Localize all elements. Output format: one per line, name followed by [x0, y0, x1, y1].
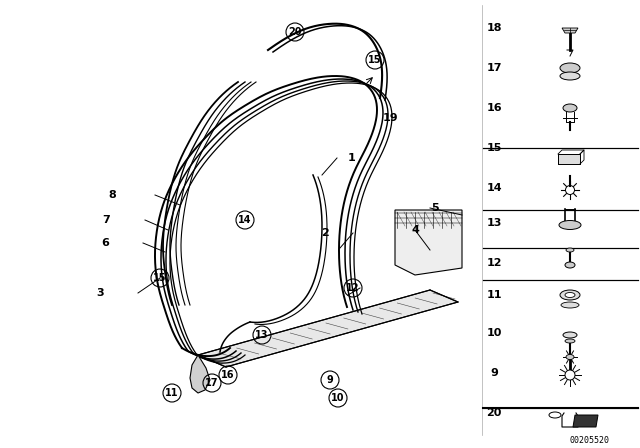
Polygon shape	[395, 210, 462, 275]
Ellipse shape	[561, 302, 579, 308]
Text: 9: 9	[326, 375, 333, 385]
Text: 12: 12	[346, 283, 360, 293]
Text: 16: 16	[486, 103, 502, 113]
Text: 16: 16	[221, 370, 235, 380]
Text: 20: 20	[486, 408, 502, 418]
Text: 3: 3	[96, 288, 104, 298]
Ellipse shape	[565, 262, 575, 268]
Ellipse shape	[565, 293, 575, 297]
Polygon shape	[190, 355, 210, 393]
Polygon shape	[198, 290, 458, 367]
Ellipse shape	[560, 63, 580, 73]
Ellipse shape	[563, 332, 577, 338]
Ellipse shape	[559, 220, 581, 229]
Ellipse shape	[560, 72, 580, 80]
Text: 15: 15	[368, 55, 381, 65]
Text: 13: 13	[486, 218, 502, 228]
Ellipse shape	[560, 290, 580, 300]
Text: 7: 7	[102, 215, 110, 225]
Text: 17: 17	[205, 378, 219, 388]
Ellipse shape	[566, 354, 574, 359]
Text: 17: 17	[486, 63, 502, 73]
Polygon shape	[573, 415, 598, 427]
Text: 14: 14	[238, 215, 252, 225]
Text: 6: 6	[101, 238, 109, 248]
Text: 00205520: 00205520	[570, 435, 610, 444]
Text: 20: 20	[288, 27, 301, 37]
Text: 15: 15	[153, 273, 167, 283]
Text: 9: 9	[490, 368, 498, 378]
Ellipse shape	[565, 370, 575, 380]
Text: 5: 5	[431, 203, 439, 213]
Text: 10: 10	[332, 393, 345, 403]
Text: 11: 11	[486, 290, 502, 300]
Text: 8: 8	[108, 190, 116, 200]
Text: 10: 10	[486, 328, 502, 338]
Ellipse shape	[565, 339, 575, 343]
Text: 1: 1	[348, 153, 356, 163]
Polygon shape	[562, 28, 578, 33]
Text: 18: 18	[486, 23, 502, 33]
Ellipse shape	[566, 185, 575, 194]
Ellipse shape	[549, 412, 561, 418]
Text: 13: 13	[255, 330, 269, 340]
Text: 4: 4	[411, 225, 419, 235]
Text: 2: 2	[321, 228, 329, 238]
Polygon shape	[558, 154, 580, 164]
Ellipse shape	[563, 104, 577, 112]
Text: 14: 14	[486, 183, 502, 193]
Ellipse shape	[566, 248, 574, 252]
Text: 19: 19	[382, 113, 398, 123]
Text: 15: 15	[486, 143, 502, 153]
Text: 11: 11	[165, 388, 179, 398]
Text: 12: 12	[486, 258, 502, 268]
